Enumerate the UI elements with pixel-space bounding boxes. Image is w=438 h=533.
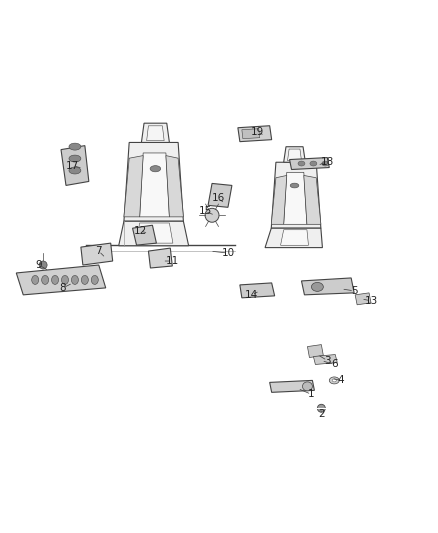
Polygon shape xyxy=(124,142,184,221)
Polygon shape xyxy=(166,156,184,217)
Text: 18: 18 xyxy=(321,157,334,166)
Polygon shape xyxy=(124,156,143,217)
Ellipse shape xyxy=(322,161,329,166)
Text: 16: 16 xyxy=(212,193,225,204)
Text: 17: 17 xyxy=(66,160,80,171)
Polygon shape xyxy=(16,265,106,295)
Polygon shape xyxy=(238,126,272,142)
Polygon shape xyxy=(301,278,354,295)
Polygon shape xyxy=(287,149,301,160)
Text: 3: 3 xyxy=(324,356,331,366)
Ellipse shape xyxy=(52,276,59,285)
Polygon shape xyxy=(284,172,307,224)
Polygon shape xyxy=(81,243,113,265)
Ellipse shape xyxy=(32,276,39,285)
Text: 13: 13 xyxy=(364,296,378,306)
Ellipse shape xyxy=(303,382,312,391)
Ellipse shape xyxy=(150,166,161,172)
Polygon shape xyxy=(119,221,189,246)
Ellipse shape xyxy=(61,276,68,285)
Ellipse shape xyxy=(42,276,49,285)
Polygon shape xyxy=(141,123,170,142)
Ellipse shape xyxy=(69,155,81,162)
Ellipse shape xyxy=(332,379,336,382)
Ellipse shape xyxy=(91,276,98,285)
Polygon shape xyxy=(242,129,260,139)
Polygon shape xyxy=(314,354,337,365)
Polygon shape xyxy=(290,158,329,169)
Text: 1: 1 xyxy=(308,389,315,399)
Ellipse shape xyxy=(81,276,88,285)
Circle shape xyxy=(39,261,47,269)
Polygon shape xyxy=(271,175,287,224)
Polygon shape xyxy=(281,230,308,245)
Text: 14: 14 xyxy=(245,290,258,300)
Polygon shape xyxy=(304,175,321,224)
Text: 7: 7 xyxy=(95,246,102,256)
Text: 12: 12 xyxy=(134,226,147,236)
Polygon shape xyxy=(133,225,156,245)
Polygon shape xyxy=(61,146,89,185)
Text: 19: 19 xyxy=(251,127,265,136)
Text: 6: 6 xyxy=(331,359,338,369)
Ellipse shape xyxy=(298,161,305,166)
Ellipse shape xyxy=(290,183,299,188)
Polygon shape xyxy=(270,381,314,392)
Polygon shape xyxy=(284,147,305,162)
Polygon shape xyxy=(307,345,323,358)
Text: 5: 5 xyxy=(351,286,357,296)
Polygon shape xyxy=(208,183,232,207)
Ellipse shape xyxy=(69,167,81,174)
Polygon shape xyxy=(140,153,170,217)
Text: 4: 4 xyxy=(338,375,345,385)
Circle shape xyxy=(205,208,219,222)
Text: 15: 15 xyxy=(198,206,212,216)
Polygon shape xyxy=(355,293,371,305)
Polygon shape xyxy=(240,283,275,298)
Circle shape xyxy=(318,404,325,412)
Polygon shape xyxy=(136,223,173,243)
Ellipse shape xyxy=(310,161,317,166)
Polygon shape xyxy=(265,228,322,248)
Ellipse shape xyxy=(71,276,78,285)
Ellipse shape xyxy=(329,377,339,384)
Text: 11: 11 xyxy=(166,256,179,266)
Polygon shape xyxy=(147,126,164,141)
Text: 9: 9 xyxy=(36,260,42,270)
Ellipse shape xyxy=(311,282,323,292)
Ellipse shape xyxy=(69,143,81,150)
Polygon shape xyxy=(148,248,172,268)
Text: 8: 8 xyxy=(60,283,66,293)
Text: 2: 2 xyxy=(318,409,325,419)
Polygon shape xyxy=(271,162,321,228)
Text: 10: 10 xyxy=(221,248,234,258)
